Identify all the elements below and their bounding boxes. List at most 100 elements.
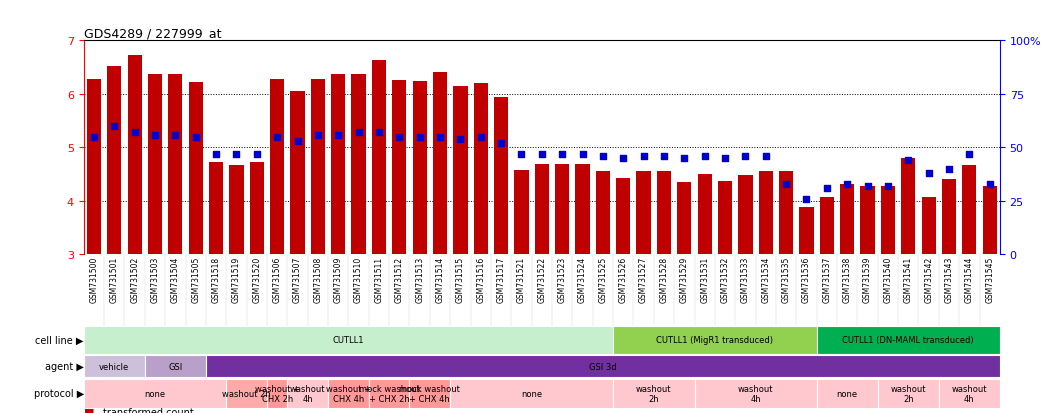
Bar: [473, 83, 488, 255]
Text: GSM731510: GSM731510: [354, 256, 363, 302]
Text: washout +
CHX 4h: washout + CHX 4h: [326, 384, 371, 403]
Text: washout
4h: washout 4h: [952, 384, 987, 403]
Text: GSM731543: GSM731543: [944, 256, 954, 302]
Text: GSM731500: GSM731500: [89, 256, 98, 302]
Text: GSM731505: GSM731505: [192, 256, 200, 302]
Bar: [287, 379, 328, 408]
Text: GSM731538: GSM731538: [843, 256, 851, 302]
Bar: [450, 379, 614, 408]
Point: [636, 153, 652, 160]
Point: [574, 151, 591, 158]
Point: [248, 151, 265, 158]
Point: [778, 181, 795, 188]
Bar: [921, 197, 936, 255]
Bar: [494, 98, 508, 255]
Bar: [616, 179, 630, 255]
Bar: [759, 172, 773, 255]
Bar: [738, 175, 753, 255]
Text: GSM731508: GSM731508: [313, 256, 322, 302]
Text: GSM731506: GSM731506: [272, 256, 282, 302]
Bar: [840, 185, 854, 255]
Text: GSM731504: GSM731504: [171, 256, 180, 302]
Point: [737, 153, 754, 160]
Bar: [514, 171, 529, 255]
Point: [289, 138, 306, 145]
Text: none: none: [837, 389, 857, 398]
Text: GSM731515: GSM731515: [455, 256, 465, 302]
Text: GSM731501: GSM731501: [110, 256, 118, 302]
Text: GSM731522: GSM731522: [537, 256, 547, 302]
Text: GSM731511: GSM731511: [375, 256, 383, 302]
Text: GSM731509: GSM731509: [334, 256, 342, 302]
Point: [757, 153, 774, 160]
Text: GSM731502: GSM731502: [130, 256, 139, 302]
Bar: [148, 74, 162, 255]
Point: [676, 155, 693, 162]
Point: [533, 151, 551, 158]
Text: mock washout
+ CHX 4h: mock washout + CHX 4h: [399, 384, 461, 403]
Bar: [311, 80, 325, 255]
Point: [798, 196, 815, 202]
Text: washout
4h: washout 4h: [290, 384, 326, 403]
Bar: [881, 187, 895, 255]
Point: [839, 181, 855, 188]
Bar: [413, 81, 427, 255]
Point: [391, 134, 407, 141]
Text: GSM731512: GSM731512: [395, 256, 404, 302]
Point: [819, 185, 836, 192]
Bar: [555, 164, 570, 255]
Text: GSM731514: GSM731514: [436, 256, 445, 302]
Text: protocol ▶: protocol ▶: [34, 389, 84, 399]
Text: GSM731544: GSM731544: [965, 256, 974, 302]
Text: GSM731518: GSM731518: [211, 256, 221, 302]
Bar: [128, 56, 141, 255]
Text: GSM731521: GSM731521: [517, 256, 526, 302]
Bar: [614, 379, 694, 408]
Point: [879, 183, 896, 190]
Bar: [144, 355, 206, 377]
Point: [615, 155, 631, 162]
Text: GSM731539: GSM731539: [863, 256, 872, 302]
Bar: [535, 165, 549, 255]
Bar: [453, 87, 468, 255]
Point: [350, 130, 367, 136]
Bar: [229, 166, 244, 255]
Point: [269, 134, 286, 141]
Text: ■: ■: [84, 407, 94, 413]
Text: none: none: [144, 389, 165, 398]
Bar: [84, 326, 614, 354]
Point: [127, 130, 143, 136]
Point: [431, 134, 448, 141]
Text: GSM731524: GSM731524: [578, 256, 587, 302]
Text: CUTLL1 (MigR1 transduced): CUTLL1 (MigR1 transduced): [656, 336, 774, 344]
Bar: [614, 326, 817, 354]
Text: GSM731536: GSM731536: [802, 256, 811, 302]
Text: GSM731529: GSM731529: [680, 256, 689, 302]
Point: [920, 170, 937, 177]
Point: [940, 166, 957, 173]
Point: [330, 132, 347, 138]
Bar: [206, 355, 1000, 377]
Bar: [939, 379, 1000, 408]
Bar: [718, 182, 732, 255]
Point: [696, 153, 713, 160]
Text: GSM731507: GSM731507: [293, 256, 302, 302]
Text: GSM731535: GSM731535: [782, 256, 790, 302]
Bar: [962, 166, 977, 255]
Text: GSM731537: GSM731537: [822, 256, 831, 302]
Text: GSM731531: GSM731531: [700, 256, 709, 302]
Bar: [84, 355, 144, 377]
Point: [168, 132, 184, 138]
Point: [207, 151, 224, 158]
Text: agent ▶: agent ▶: [45, 361, 84, 371]
Text: GSM731503: GSM731503: [151, 256, 159, 302]
Bar: [331, 74, 346, 255]
Text: CUTLL1: CUTLL1: [333, 336, 364, 344]
Text: mock washout
+ CHX 2h: mock washout + CHX 2h: [359, 384, 420, 403]
Point: [513, 151, 530, 158]
Text: GSM731516: GSM731516: [476, 256, 485, 302]
Bar: [656, 172, 671, 255]
Point: [371, 130, 387, 136]
Text: washout
4h: washout 4h: [738, 384, 774, 403]
Bar: [226, 379, 267, 408]
